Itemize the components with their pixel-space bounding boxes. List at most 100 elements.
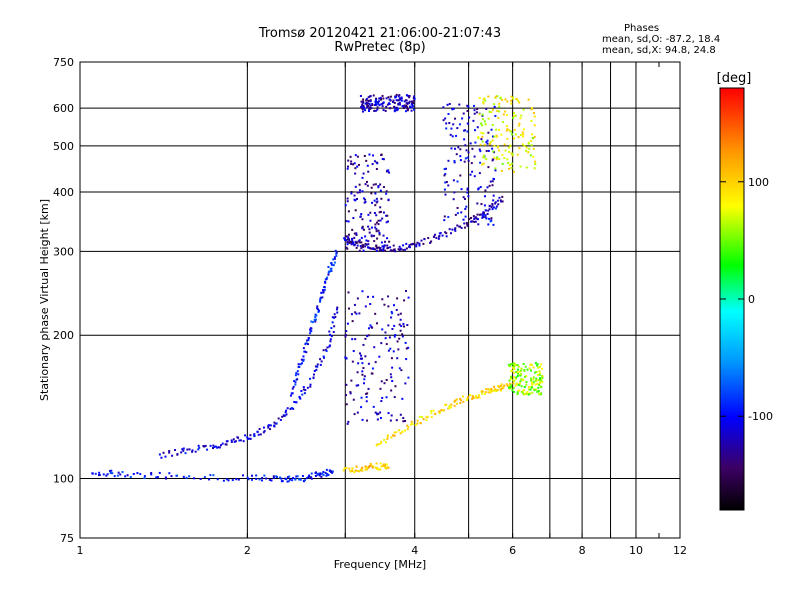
- echo-point: [328, 345, 331, 348]
- echo-point: [520, 373, 523, 376]
- echo-point: [376, 249, 379, 252]
- echo-point: [258, 478, 261, 481]
- echo-point: [410, 109, 413, 112]
- echo-point: [355, 234, 358, 237]
- echo-point: [184, 452, 187, 455]
- echo-point: [458, 103, 461, 106]
- echo-point: [361, 227, 364, 230]
- echo-point: [529, 388, 532, 391]
- echo-point: [284, 477, 287, 480]
- echo-point: [475, 394, 478, 397]
- echo-point: [527, 393, 530, 396]
- echo-point: [484, 189, 487, 192]
- echo-point: [460, 188, 463, 191]
- echo-point: [384, 240, 387, 243]
- echo-point: [508, 164, 511, 167]
- echo-point: [452, 107, 455, 110]
- echo-point: [361, 370, 364, 373]
- echo-point: [325, 277, 328, 280]
- echo-point: [360, 406, 363, 409]
- echo-point: [514, 377, 517, 380]
- echo-point: [333, 316, 336, 319]
- echo-point: [488, 184, 491, 187]
- echo-point: [445, 235, 448, 238]
- echo-point: [402, 106, 405, 109]
- echo-point: [285, 409, 288, 412]
- echo-point: [505, 125, 508, 128]
- echo-point: [487, 223, 490, 226]
- echo-point: [372, 234, 375, 237]
- colorbar-ticks: 100 0 -100: [720, 176, 773, 423]
- echo-point: [504, 98, 507, 101]
- echo-point: [387, 412, 390, 415]
- echo-point: [284, 411, 287, 414]
- echo-point: [306, 386, 309, 389]
- echo-point: [500, 383, 503, 386]
- echo-point: [493, 105, 496, 108]
- echo-point: [522, 379, 525, 382]
- echo-point: [413, 97, 416, 100]
- echo-point: [445, 232, 448, 235]
- echo-point: [351, 469, 354, 472]
- echo-point: [530, 108, 533, 111]
- echo-point: [312, 373, 315, 376]
- echo-point: [450, 147, 453, 150]
- echo-point: [386, 247, 389, 250]
- echo-point: [502, 113, 505, 116]
- echo-point: [445, 180, 448, 183]
- echo-point: [364, 355, 367, 358]
- echo-point: [370, 235, 373, 238]
- echo-point: [532, 366, 535, 369]
- echo-point: [328, 470, 331, 473]
- echo-point: [391, 312, 394, 315]
- echo-point: [386, 434, 389, 437]
- echo-point: [494, 167, 497, 170]
- echo-point: [288, 475, 291, 478]
- echo-point: [251, 478, 254, 481]
- echo-point: [513, 115, 516, 118]
- echo-point: [105, 474, 108, 477]
- echo-point: [381, 105, 384, 108]
- echo-point: [397, 95, 400, 98]
- echo-point: [494, 169, 497, 172]
- echo-point: [457, 146, 460, 149]
- echo-point: [150, 471, 153, 474]
- echo-point: [365, 103, 368, 106]
- echo-point: [481, 135, 484, 138]
- echo-point: [404, 419, 407, 422]
- echo-point: [531, 137, 534, 140]
- echo-point: [109, 471, 112, 474]
- echo-point: [334, 316, 337, 319]
- echo-point: [533, 371, 536, 374]
- echo-point: [393, 335, 396, 338]
- x-tick-label: 4: [411, 544, 418, 557]
- echo-point: [515, 98, 518, 101]
- echo-point: [388, 171, 391, 174]
- echo-point: [503, 143, 506, 146]
- echo-point: [494, 96, 497, 99]
- echo-point: [361, 225, 364, 228]
- echo-point: [220, 444, 223, 447]
- echo-point: [481, 214, 484, 217]
- echo-point: [507, 386, 510, 389]
- echo-point: [383, 244, 386, 247]
- echo-point: [506, 384, 509, 387]
- echo-point: [536, 373, 539, 376]
- echo-point: [342, 469, 345, 472]
- echo-point: [410, 100, 413, 103]
- echo-point: [480, 203, 483, 206]
- echo-point: [481, 163, 484, 166]
- echo-point: [443, 219, 446, 222]
- echo-point: [494, 114, 497, 117]
- echo-point: [526, 391, 529, 394]
- x-tick-label: 8: [579, 544, 586, 557]
- echo-point: [390, 316, 393, 319]
- echo-point: [440, 409, 443, 412]
- echo-point: [459, 148, 462, 151]
- echo-point: [376, 246, 379, 249]
- echo-point: [398, 429, 401, 432]
- echo-point: [346, 243, 349, 246]
- echo-point: [351, 228, 354, 231]
- echo-point: [371, 464, 374, 467]
- echo-point: [538, 393, 541, 396]
